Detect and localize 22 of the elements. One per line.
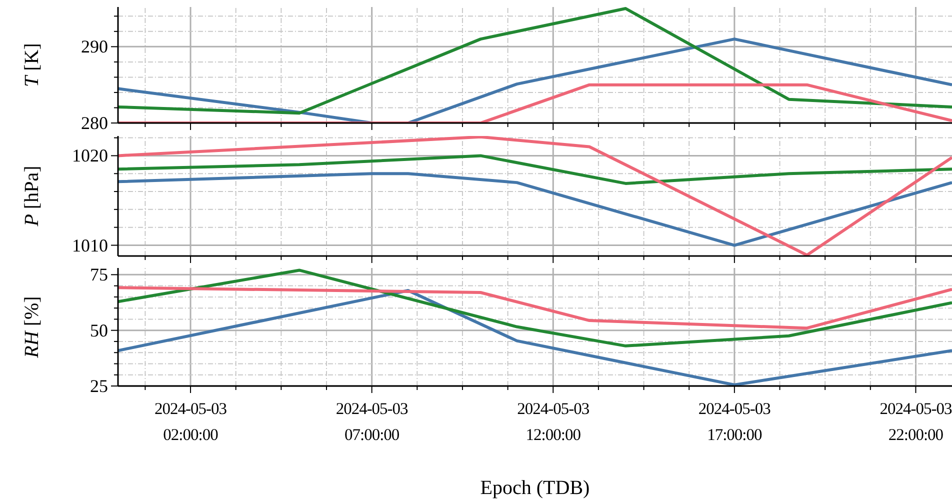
line-series bbox=[118, 172, 952, 247]
y-tick-label: 290 bbox=[81, 36, 108, 57]
y-tick-label: 1010 bbox=[72, 235, 108, 256]
x-tick-label: 2024-05-03 17:00:00 bbox=[698, 399, 771, 444]
line-series bbox=[118, 286, 952, 330]
line-series bbox=[118, 268, 952, 348]
x-tick-label: 2024-05-03 02:00:00 bbox=[154, 399, 227, 444]
y-tick-label: 25 bbox=[90, 376, 108, 396]
line-series bbox=[118, 154, 952, 185]
y-tick-label: 1020 bbox=[72, 146, 108, 166]
line-series bbox=[118, 7, 952, 115]
x-tick-label: 2024-05-03 07:00:00 bbox=[336, 399, 408, 444]
y-axis-title: T [K] bbox=[21, 43, 43, 87]
x-tick-label: 2024-05-03 22:00:00 bbox=[880, 399, 952, 444]
x-tick-label: 2024-05-03 12:00:00 bbox=[517, 399, 590, 444]
x-axis-title: Epoch (TDB) bbox=[480, 477, 590, 499]
y-axis-title: P [hPa] bbox=[21, 166, 43, 228]
y-tick-label: 50 bbox=[90, 320, 108, 340]
y-tick-label: 280 bbox=[81, 113, 108, 133]
y-tick-label: 75 bbox=[90, 264, 108, 285]
line-series bbox=[118, 136, 952, 256]
y-axis-title: RH [%] bbox=[21, 296, 43, 359]
